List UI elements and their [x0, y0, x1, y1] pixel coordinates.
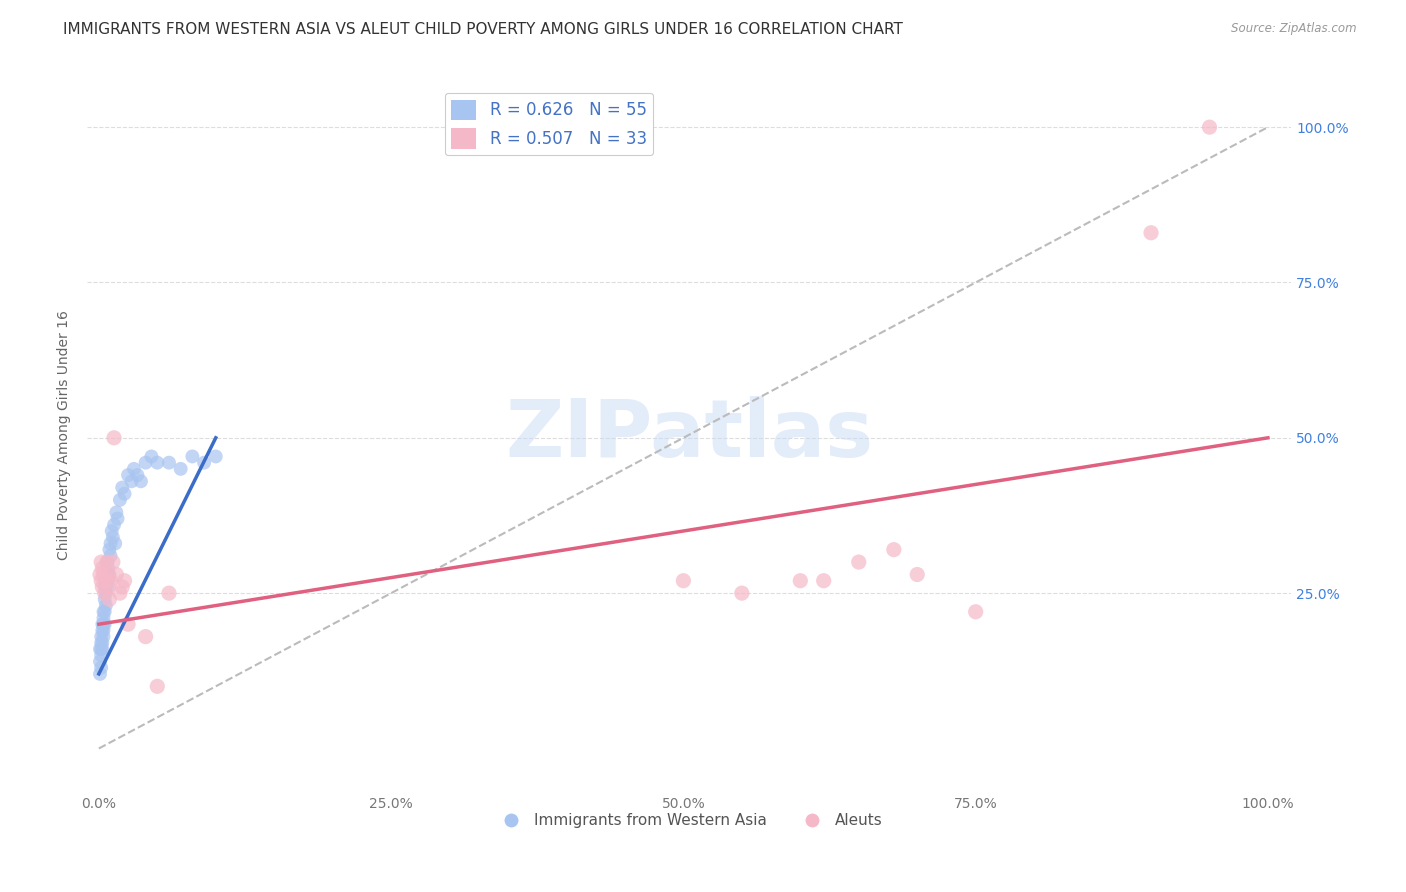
Text: Source: ZipAtlas.com: Source: ZipAtlas.com	[1232, 22, 1357, 36]
Point	[91, 580, 114, 594]
Point	[905, 567, 928, 582]
Point	[91, 561, 114, 575]
Point	[146, 679, 169, 693]
Point	[104, 536, 127, 550]
Text: IMMIGRANTS FROM WESTERN ASIA VS ALEUT CHILD POVERTY AMONG GIRLS UNDER 16 CORRELA: IMMIGRANTS FROM WESTERN ASIA VS ALEUT CH…	[63, 22, 903, 37]
Point	[93, 611, 115, 625]
Point	[90, 661, 112, 675]
Point	[848, 555, 870, 569]
Point	[91, 624, 114, 638]
Point	[91, 642, 114, 657]
Point	[141, 450, 163, 464]
Point	[96, 580, 118, 594]
Point	[93, 617, 115, 632]
Point	[101, 530, 124, 544]
Point	[117, 617, 139, 632]
Legend: Immigrants from Western Asia, Aleuts: Immigrants from Western Asia, Aleuts	[489, 807, 889, 834]
Y-axis label: Child Poverty Among Girls Under 16: Child Poverty Among Girls Under 16	[58, 310, 72, 559]
Point	[90, 630, 112, 644]
Point	[97, 574, 120, 588]
Point	[204, 450, 226, 464]
Point	[93, 592, 115, 607]
Point	[94, 599, 117, 613]
Point	[103, 431, 125, 445]
Point	[114, 574, 136, 588]
Point	[98, 567, 121, 582]
Point	[100, 536, 122, 550]
Point	[97, 567, 120, 582]
Point	[93, 617, 115, 632]
Point	[93, 630, 115, 644]
Point	[96, 567, 118, 582]
Point	[193, 456, 215, 470]
Point	[108, 586, 131, 600]
Point	[672, 574, 695, 588]
Point	[91, 636, 114, 650]
Point	[90, 648, 112, 663]
Point	[157, 586, 180, 600]
Point	[114, 487, 136, 501]
Point	[101, 555, 124, 569]
Point	[108, 492, 131, 507]
Point	[93, 605, 115, 619]
Point	[90, 642, 112, 657]
Point	[89, 667, 111, 681]
Point	[93, 605, 115, 619]
Point	[883, 542, 905, 557]
Point	[146, 456, 169, 470]
Point	[127, 468, 149, 483]
Point	[100, 549, 122, 563]
Point	[117, 468, 139, 483]
Point	[965, 605, 987, 619]
Point	[103, 517, 125, 532]
Point	[135, 456, 157, 470]
Point	[111, 580, 134, 594]
Point	[100, 574, 122, 588]
Point	[93, 624, 115, 638]
Point	[90, 636, 112, 650]
Point	[111, 481, 134, 495]
Point	[97, 561, 120, 575]
Point	[1198, 120, 1220, 135]
Point	[91, 617, 114, 632]
Point	[129, 475, 152, 489]
Point	[89, 655, 111, 669]
Text: ZIPatlas: ZIPatlas	[505, 396, 873, 474]
Point	[157, 456, 180, 470]
Point	[1140, 226, 1163, 240]
Point	[107, 511, 129, 525]
Point	[96, 555, 118, 569]
Point	[94, 586, 117, 600]
Point	[89, 567, 111, 582]
Point	[93, 586, 115, 600]
Point	[94, 574, 117, 588]
Point	[105, 505, 128, 519]
Point	[93, 567, 115, 582]
Point	[135, 630, 157, 644]
Point	[96, 555, 118, 569]
Point	[90, 574, 112, 588]
Point	[813, 574, 835, 588]
Point	[122, 462, 145, 476]
Point	[181, 450, 204, 464]
Point	[170, 462, 193, 476]
Point	[100, 524, 122, 538]
Point	[93, 580, 115, 594]
Point	[98, 542, 121, 557]
Point	[121, 475, 143, 489]
Point	[98, 592, 121, 607]
Point	[789, 574, 811, 588]
Point	[731, 586, 754, 600]
Point	[105, 567, 128, 582]
Point	[97, 580, 120, 594]
Point	[94, 574, 117, 588]
Point	[90, 555, 112, 569]
Point	[89, 642, 111, 657]
